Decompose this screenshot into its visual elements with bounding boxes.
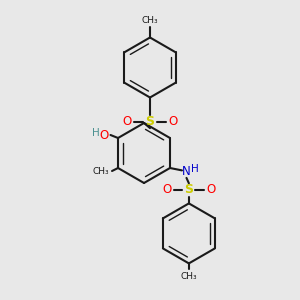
Text: H: H	[92, 128, 100, 139]
Text: CH₃: CH₃	[92, 167, 109, 176]
Text: O: O	[99, 129, 109, 142]
Text: N: N	[182, 165, 191, 178]
Text: O: O	[162, 183, 172, 196]
Text: CH₃: CH₃	[142, 16, 158, 25]
Text: H: H	[191, 164, 199, 174]
Text: O: O	[122, 115, 131, 128]
Text: S: S	[146, 115, 154, 128]
Text: O: O	[206, 183, 215, 196]
Text: O: O	[169, 115, 178, 128]
Text: S: S	[184, 183, 194, 196]
Text: CH₃: CH₃	[181, 272, 197, 281]
